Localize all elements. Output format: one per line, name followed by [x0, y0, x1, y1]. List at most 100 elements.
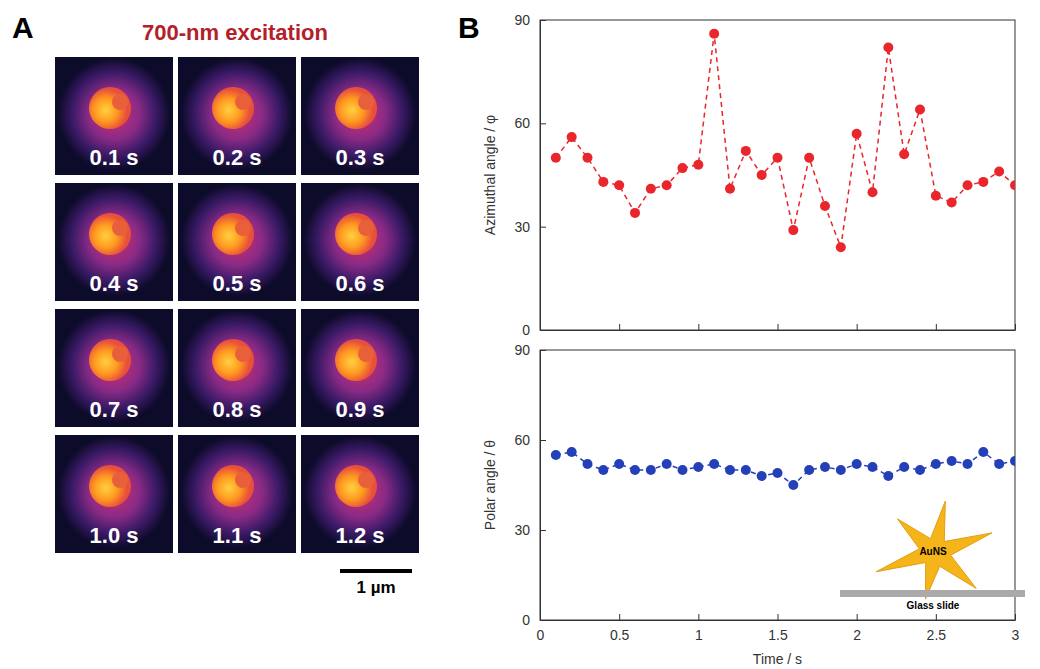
frame-background	[55, 309, 173, 427]
y-axis-title: Polar angle / θ	[482, 440, 498, 530]
data-point	[963, 459, 973, 469]
tick-label: 1.5	[768, 627, 788, 643]
tick	[936, 324, 937, 330]
tick-mark	[619, 324, 620, 330]
x-axis	[541, 324, 1016, 331]
frame-halo	[181, 310, 293, 422]
data-point	[678, 465, 688, 475]
tick	[778, 324, 779, 330]
axis-line	[541, 620, 1016, 621]
data-point	[757, 170, 767, 180]
tick-label: 3	[1012, 627, 1020, 643]
tick: 1.5	[768, 614, 788, 643]
tick-mark	[1015, 324, 1016, 330]
data-point	[947, 456, 957, 466]
data-point	[598, 177, 608, 187]
data-point	[551, 450, 561, 460]
tick-mark	[540, 20, 546, 21]
microscope-frame: 1.2 s	[301, 435, 419, 553]
tick-mark	[936, 614, 937, 620]
frame-core	[335, 339, 377, 381]
data-point	[551, 153, 561, 163]
data-point	[852, 129, 862, 139]
frame-halo	[58, 58, 170, 170]
data-point	[598, 465, 608, 475]
frame-core-notch	[112, 94, 128, 110]
microscope-frame: 0.1 s	[55, 57, 173, 175]
frame-halo	[181, 436, 293, 548]
tick-label: 0	[522, 322, 530, 338]
frame-halo	[304, 184, 416, 296]
panel-title: 700-nm excitation	[142, 20, 328, 45]
tick-mark	[540, 330, 546, 331]
frame-time: 0.1 s	[90, 145, 139, 170]
frame-background	[301, 309, 419, 427]
frame-time: 0.3 s	[336, 145, 385, 170]
data-point	[709, 459, 719, 469]
microscope-frame: 0.7 s	[55, 309, 173, 427]
frame-core-notch	[112, 220, 128, 236]
tick-mark	[1015, 614, 1016, 620]
tick: 2.5	[927, 614, 947, 643]
tick-mark	[540, 227, 546, 228]
frame-time: 0.7 s	[90, 397, 139, 422]
plot-frame	[540, 20, 1015, 330]
x-axis-title: Time / s	[753, 651, 802, 667]
glass-slide	[840, 590, 1025, 597]
tick-mark	[540, 440, 546, 441]
data-point	[614, 459, 624, 469]
frame-halo	[304, 310, 416, 422]
microscope-frame: 0.4 s	[55, 183, 173, 301]
data-point	[788, 480, 798, 490]
frame-background	[178, 309, 296, 427]
frame-core	[212, 339, 254, 381]
data-point	[963, 180, 973, 190]
data-point	[773, 468, 783, 478]
data-point	[899, 149, 909, 159]
data-point	[630, 208, 640, 218]
data-point	[709, 29, 719, 39]
chart: 0306090Azimuthal angle / φ	[482, 12, 1020, 338]
frame-halo	[181, 58, 293, 170]
data-point	[630, 465, 640, 475]
panel-letter: A	[12, 11, 34, 44]
tick-label: 60	[514, 115, 530, 131]
tick-mark	[857, 324, 858, 330]
tick-mark	[698, 614, 699, 620]
scale-bar	[340, 569, 412, 573]
tick-label: 0.5	[610, 627, 630, 643]
frame-core-notch	[112, 346, 128, 362]
data-point	[931, 459, 941, 469]
data-point	[994, 459, 1004, 469]
data-point	[693, 160, 703, 170]
axis-line	[540, 351, 541, 621]
frame-halo	[304, 436, 416, 548]
data-point	[773, 153, 783, 163]
data-point	[868, 187, 878, 197]
data-point	[788, 225, 798, 235]
scale-bar-label: 1 µm	[356, 578, 395, 597]
tick-mark	[778, 324, 779, 330]
axis-line	[540, 21, 541, 331]
tick: 90	[514, 12, 546, 28]
frame-time: 0.6 s	[336, 271, 385, 296]
data-point	[678, 163, 688, 173]
y-axis: 0306090	[514, 12, 546, 338]
tick	[1015, 324, 1016, 330]
data-point	[646, 465, 656, 475]
data-point	[804, 153, 814, 163]
frame-background	[55, 435, 173, 553]
axis-line	[541, 330, 1016, 331]
frame-core-notch	[358, 472, 374, 488]
data-point	[725, 465, 735, 475]
frame-background	[178, 183, 296, 301]
data-point	[614, 180, 624, 190]
frame-background	[301, 435, 419, 553]
data-point	[915, 465, 925, 475]
tick-mark	[540, 350, 546, 351]
star-shape	[876, 501, 992, 599]
frame-time: 0.5 s	[213, 271, 262, 296]
tick: 3	[1012, 614, 1020, 643]
microscope-frame: 0.5 s	[178, 183, 296, 301]
frame-core	[89, 339, 131, 381]
